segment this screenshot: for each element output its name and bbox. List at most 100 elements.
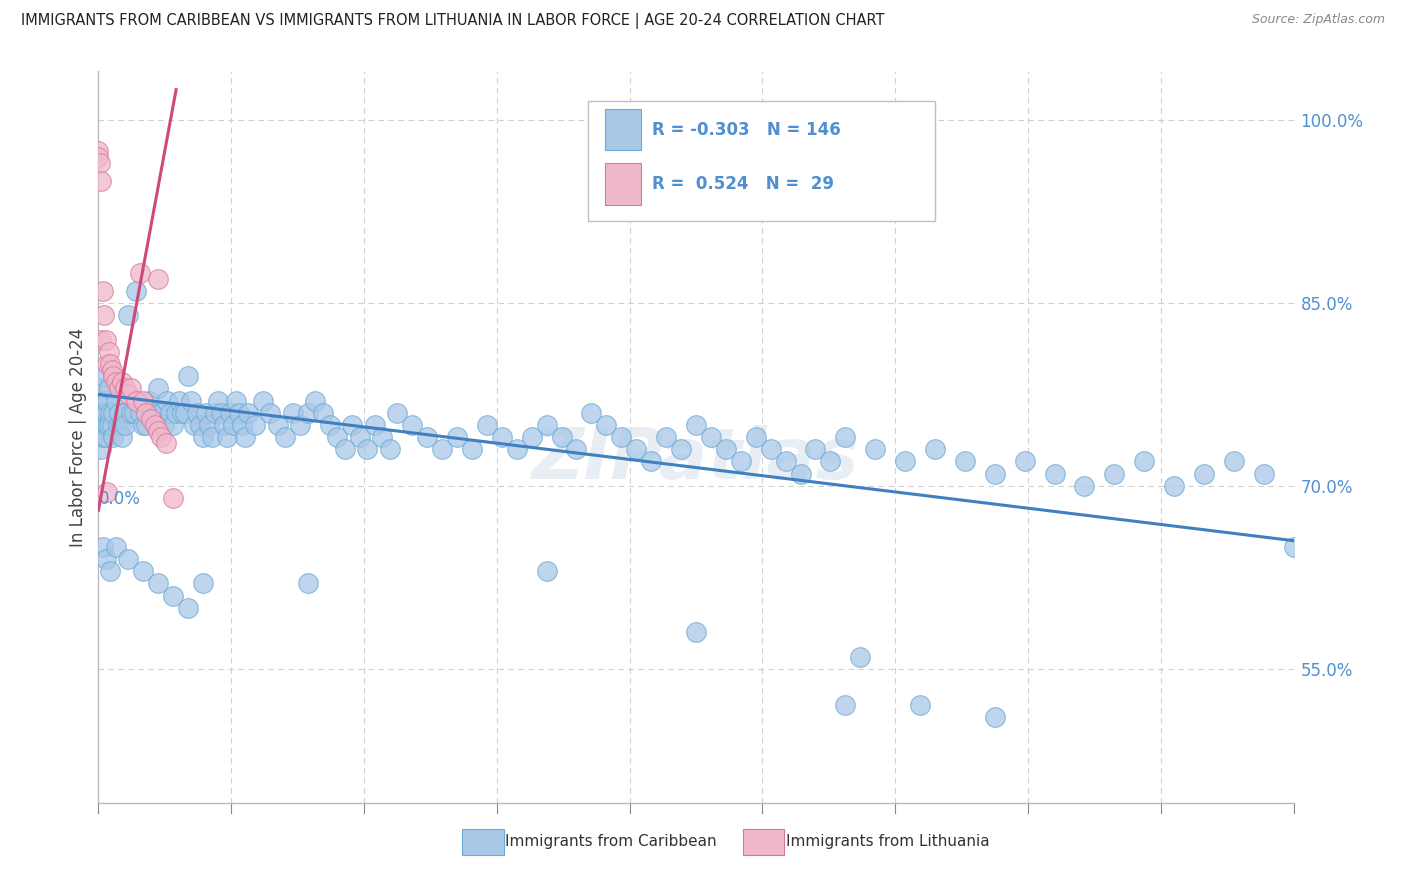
Point bbox=[371, 430, 394, 444]
Text: Immigrants from Lithuania: Immigrants from Lithuania bbox=[786, 834, 990, 849]
Point bbox=[953, 454, 976, 468]
Point bbox=[91, 417, 114, 432]
Point bbox=[125, 284, 148, 298]
Point bbox=[98, 406, 122, 420]
Point bbox=[198, 417, 221, 432]
Point bbox=[135, 406, 157, 420]
Point bbox=[183, 417, 205, 432]
Point bbox=[225, 393, 247, 408]
Point bbox=[103, 430, 125, 444]
Point bbox=[342, 417, 364, 432]
Point bbox=[207, 393, 229, 408]
Point bbox=[132, 417, 155, 432]
Point bbox=[1223, 454, 1246, 468]
Point bbox=[96, 357, 118, 371]
Point bbox=[91, 369, 114, 384]
FancyBboxPatch shape bbox=[605, 109, 641, 151]
Point bbox=[520, 430, 543, 444]
Point bbox=[177, 600, 200, 615]
Point bbox=[222, 417, 245, 432]
Point bbox=[1133, 454, 1156, 468]
Point bbox=[378, 442, 401, 457]
Point bbox=[356, 442, 378, 457]
Point bbox=[1043, 467, 1066, 481]
Point bbox=[94, 406, 117, 420]
Point bbox=[148, 576, 170, 591]
Point bbox=[180, 393, 202, 408]
Point bbox=[132, 393, 155, 408]
Point bbox=[550, 430, 572, 444]
Point bbox=[111, 430, 134, 444]
Point bbox=[430, 442, 453, 457]
Point bbox=[655, 430, 678, 444]
Point bbox=[610, 430, 633, 444]
Point bbox=[297, 576, 319, 591]
Point bbox=[219, 406, 242, 420]
Text: R =  0.524   N =  29: R = 0.524 N = 29 bbox=[652, 175, 834, 193]
Point bbox=[259, 406, 281, 420]
Text: ZIPatlas: ZIPatlas bbox=[533, 425, 859, 493]
Point bbox=[138, 393, 160, 408]
Point bbox=[834, 430, 856, 444]
Point bbox=[364, 417, 387, 432]
Point bbox=[91, 406, 114, 420]
Point bbox=[834, 698, 856, 713]
Point bbox=[93, 308, 115, 322]
Point bbox=[233, 430, 256, 444]
Point bbox=[640, 454, 662, 468]
Text: Immigrants from Caribbean: Immigrants from Caribbean bbox=[505, 834, 717, 849]
Point bbox=[135, 417, 157, 432]
Point bbox=[148, 424, 170, 438]
Point bbox=[191, 576, 214, 591]
Point bbox=[89, 430, 111, 444]
Text: Source: ZipAtlas.com: Source: ZipAtlas.com bbox=[1251, 13, 1385, 27]
FancyBboxPatch shape bbox=[461, 830, 503, 855]
Point bbox=[1253, 467, 1275, 481]
Point bbox=[90, 333, 112, 347]
Point bbox=[894, 454, 917, 468]
Point bbox=[107, 417, 129, 432]
Point bbox=[201, 430, 224, 444]
Point bbox=[536, 564, 558, 578]
Point bbox=[93, 430, 115, 444]
Point bbox=[191, 430, 214, 444]
Point bbox=[172, 406, 194, 420]
Point bbox=[110, 417, 132, 432]
Point bbox=[984, 710, 1007, 724]
Point bbox=[685, 625, 707, 640]
Point bbox=[1073, 479, 1095, 493]
Point bbox=[195, 406, 218, 420]
Point bbox=[150, 430, 173, 444]
Point bbox=[311, 406, 333, 420]
Point bbox=[108, 406, 131, 420]
Point bbox=[165, 406, 187, 420]
Point bbox=[700, 430, 723, 444]
Point bbox=[97, 344, 120, 359]
FancyBboxPatch shape bbox=[589, 101, 935, 221]
Point bbox=[236, 406, 259, 420]
Point bbox=[120, 406, 142, 420]
Text: IMMIGRANTS FROM CARIBBEAN VS IMMIGRANTS FROM LITHUANIA IN LABOR FORCE | AGE 20-2: IMMIGRANTS FROM CARIBBEAN VS IMMIGRANTS … bbox=[21, 13, 884, 29]
Point bbox=[129, 265, 152, 279]
Point bbox=[1282, 540, 1305, 554]
Point bbox=[97, 381, 120, 395]
Point bbox=[984, 467, 1007, 481]
Point bbox=[745, 430, 768, 444]
Point bbox=[129, 406, 152, 420]
Point bbox=[326, 430, 349, 444]
Point bbox=[96, 485, 118, 500]
Point bbox=[446, 430, 468, 444]
Point bbox=[98, 357, 122, 371]
Point bbox=[87, 150, 110, 164]
Point bbox=[132, 564, 155, 578]
Point bbox=[1192, 467, 1215, 481]
Point bbox=[865, 442, 887, 457]
Point bbox=[401, 417, 423, 432]
Point bbox=[595, 417, 617, 432]
Point bbox=[204, 406, 226, 420]
Point bbox=[155, 436, 177, 450]
Point bbox=[304, 393, 326, 408]
Point bbox=[153, 417, 176, 432]
Point bbox=[1014, 454, 1036, 468]
Point bbox=[139, 412, 162, 426]
